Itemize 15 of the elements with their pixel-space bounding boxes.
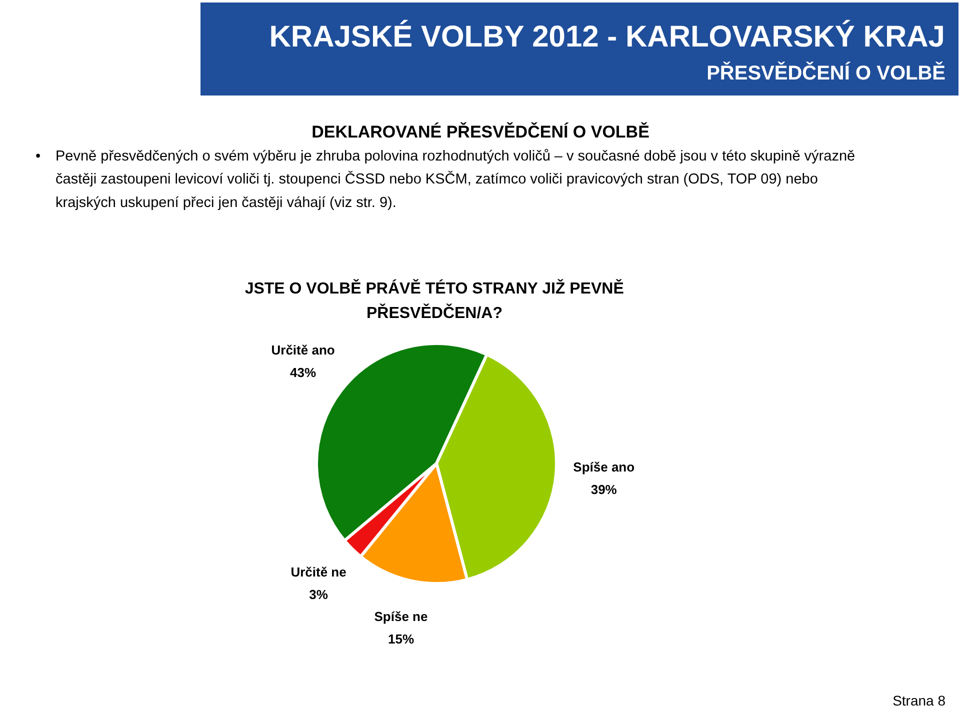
data-label: 43% [290, 365, 316, 380]
chart-title: KRAJSKÉ VOLBY 2012 - KARLOVARSKÝ KRAJ [269, 20, 945, 54]
text: • [36, 148, 41, 164]
data-label: 15% [388, 631, 414, 646]
slice-label: Spíše ne [374, 608, 428, 624]
data-label: 39% [590, 482, 618, 497]
text: DEKLAROVANÉ PŘESVĚDČENÍ O VOLBĚ [312, 122, 650, 142]
text: Pevně přesvědčených o svém výběru je zhruba polovina rozhodnutých voličů – v současné době jsou v této skupině výrazně častěji zastoupeni levicoví voliči tj. stoupenci ČSSD nebo KSČM, zatímco voliči pravicových stran (ODS, TOP 09) nebo krajských uskupení přeci jen častěji váhají (viz str. 9). [56, 148, 856, 211]
data-label: 3% [309, 586, 328, 602]
slice-label: Určitě ano [271, 342, 335, 358]
text: JSTE O VOLBĚ PRÁVĚ TÉTO STRANY JIŽ PEVNĚ PŘESVĚDČEN/A? [244, 278, 624, 322]
text: PŘESVĚDČENÍ O VOLBĚ [706, 62, 946, 84]
text: Strana 8 [892, 692, 946, 708]
slice-label: Spíše ano [573, 459, 635, 474]
slice-label: Určitě ne [290, 564, 346, 580]
